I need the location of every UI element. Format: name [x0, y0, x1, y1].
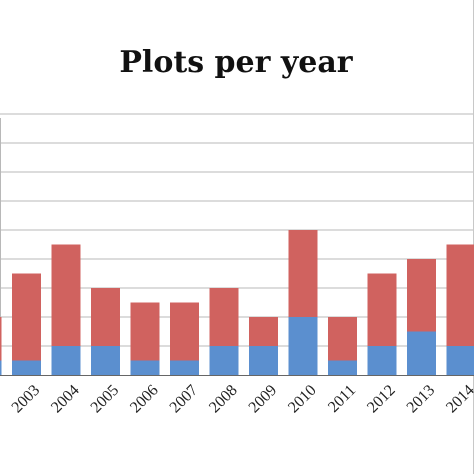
bar-blue-2006 [130, 360, 160, 375]
bar-red-2014 [446, 244, 474, 346]
bar-red-2013 [407, 259, 436, 332]
bar-blue-2011 [328, 360, 357, 375]
bar-red-2003 [12, 273, 41, 361]
chart-title: Plots per year [119, 45, 353, 80]
bar-red-2007 [170, 302, 199, 361]
bar-red-2012 [367, 273, 397, 346]
bar-red-2002 [0, 317, 2, 361]
bar-blue-2008 [209, 346, 239, 375]
bar-blue-2004 [51, 346, 81, 375]
bar-blue-2009 [249, 346, 278, 375]
bar-red-2010 [288, 230, 318, 317]
bar-red-2009 [249, 317, 278, 346]
bar-red-2006 [130, 302, 160, 361]
bars [0, 230, 474, 375]
bar-red-2005 [91, 288, 120, 346]
bar-blue-2005 [91, 346, 120, 375]
bar-red-2004 [51, 244, 81, 346]
bar-blue-2013 [407, 331, 436, 375]
bar-blue-2012 [367, 346, 397, 375]
bar-blue-2002 [0, 360, 2, 375]
bar-blue-2010 [288, 317, 318, 375]
bar-red-2011 [328, 317, 357, 361]
bar-blue-2003 [12, 360, 41, 375]
bar-red-2008 [209, 288, 239, 346]
bar-blue-2007 [170, 360, 199, 375]
bar-blue-2014 [446, 346, 474, 375]
